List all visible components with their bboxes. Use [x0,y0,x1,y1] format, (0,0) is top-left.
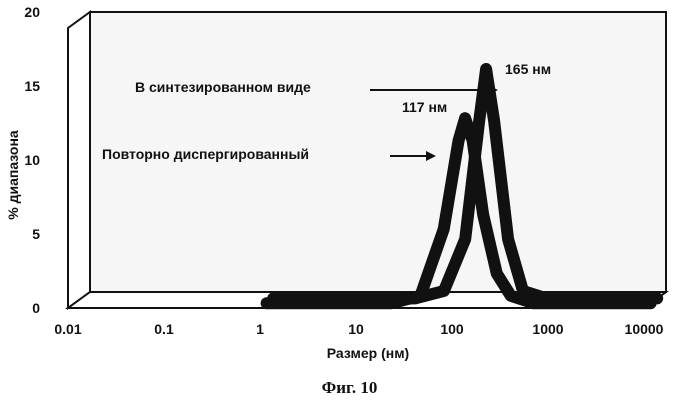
series-point-0 [493,120,495,122]
plot-side-wall [68,12,90,308]
y-tick-label: 15 [24,78,40,94]
series-point-0 [485,68,487,70]
peak-label-117: 117 нм [402,99,447,115]
series-point-1 [510,295,512,297]
y-tick-label: 0 [32,300,40,316]
figure-caption: Фиг. 10 [0,378,699,398]
series-point-1 [266,302,268,304]
series-point-1 [391,302,393,304]
y-axis-label: % диапазона [5,130,21,220]
series-point-1 [496,273,498,275]
series-point-1 [650,302,652,304]
x-tick-label: 100 [440,321,464,337]
y-tick-label: 20 [24,4,40,20]
series-point-0 [464,238,466,240]
series-point-1 [554,302,556,304]
peak-label-165: 165 нм [505,61,551,77]
series-point-1 [419,295,421,297]
series-point-1 [532,302,534,304]
series-point-1 [458,139,460,141]
series-point-1 [472,139,474,141]
series-point-0 [507,238,509,240]
x-tick-label: 1000 [532,321,563,337]
x-tick-label: 1 [256,321,264,337]
series-point-1 [443,228,445,230]
series-point-0 [656,297,658,299]
series-point-1 [482,213,484,215]
x-tick-label: 0.01 [54,321,81,337]
legend-label-redispersed: Повторно диспергированный [102,146,309,162]
x-tick-label: 10000 [625,321,664,337]
series-point-0 [522,290,524,292]
y-tick-label: 10 [24,152,40,168]
series-point-1 [362,302,364,304]
x-tick-label: 0.1 [154,321,174,337]
x-tick-label: 10 [348,321,364,337]
series-point-1 [464,117,466,119]
y-tick-label: 5 [32,226,40,242]
series-point-0 [478,120,480,122]
x-axis-label: Размер (нм) [327,345,409,361]
legend-label-synthesized: В синтезированном виде [135,79,311,95]
series-point-0 [443,290,445,292]
